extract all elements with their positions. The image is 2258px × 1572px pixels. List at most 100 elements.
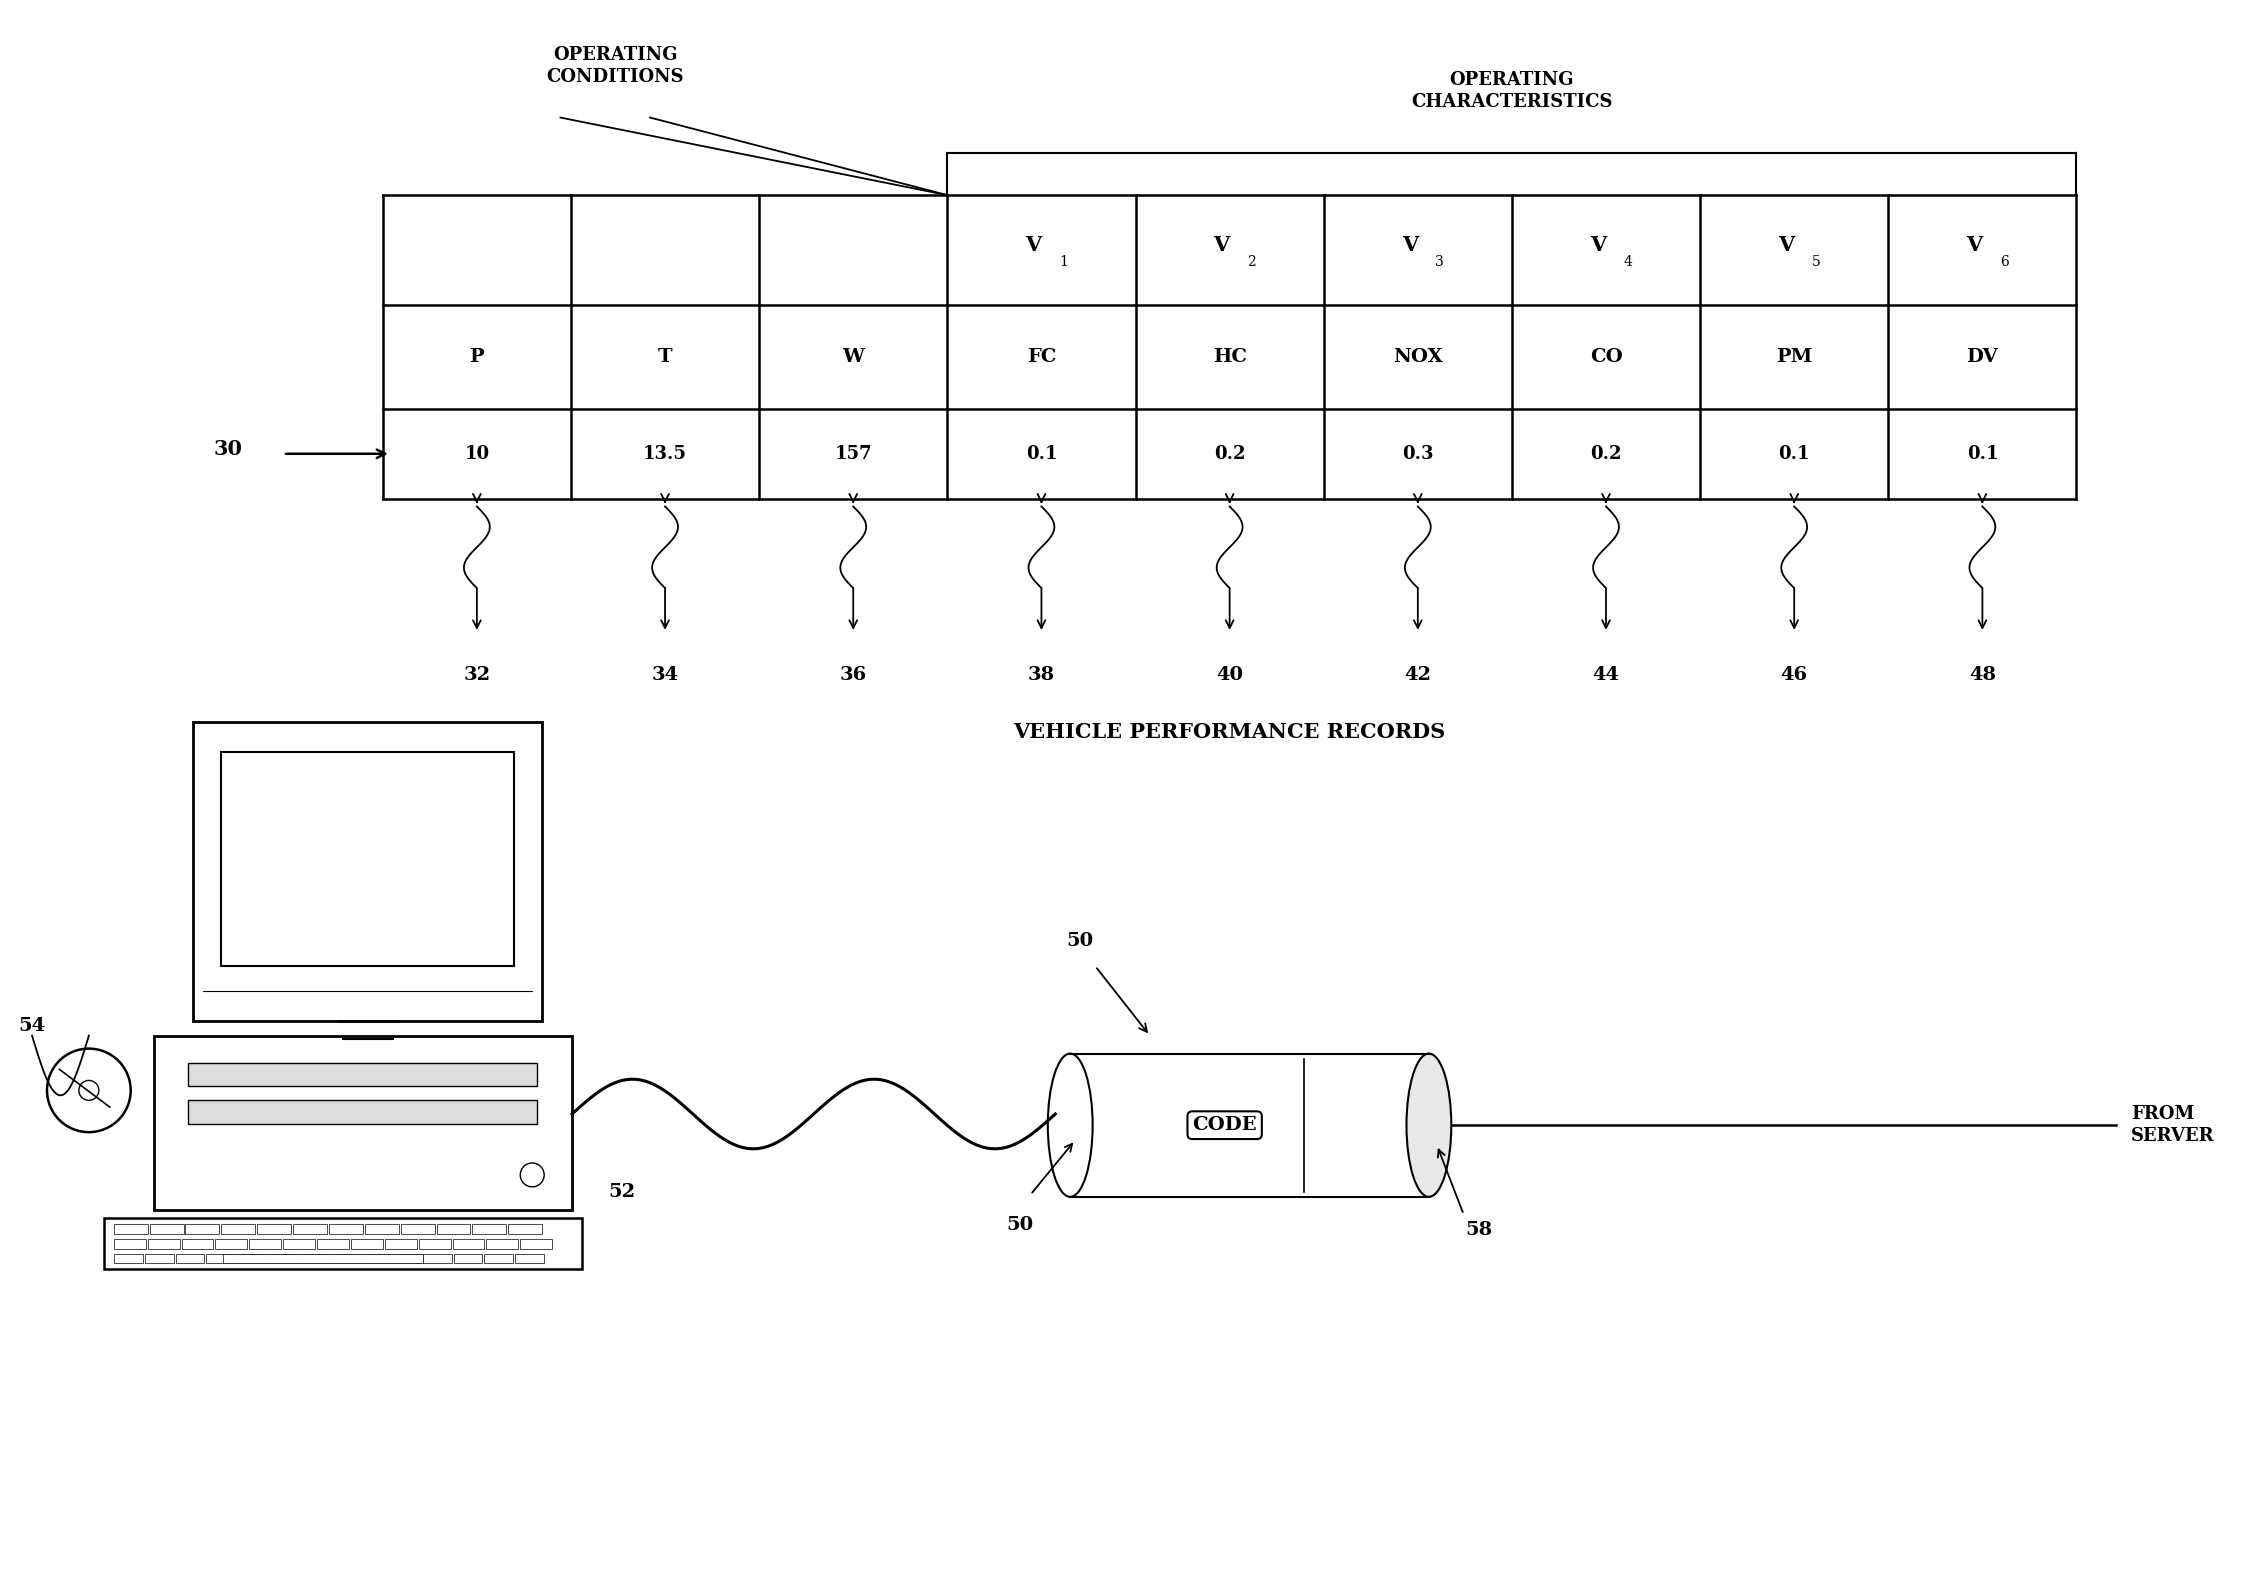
Text: 42: 42 bbox=[1404, 665, 1432, 684]
Bar bbox=[418, 1239, 452, 1248]
Text: 0.1: 0.1 bbox=[1967, 445, 1998, 462]
Text: 0.1: 0.1 bbox=[1779, 445, 1811, 462]
Text: 30: 30 bbox=[215, 439, 244, 459]
Bar bbox=[224, 1253, 422, 1264]
Bar bbox=[508, 1223, 542, 1234]
Bar bbox=[391, 1253, 420, 1264]
Bar bbox=[361, 1253, 391, 1264]
Bar bbox=[515, 1253, 544, 1264]
Text: 2: 2 bbox=[1246, 255, 1255, 269]
Text: 48: 48 bbox=[1969, 665, 1996, 684]
Text: DV: DV bbox=[1967, 347, 1998, 366]
Bar bbox=[269, 1253, 298, 1264]
Bar bbox=[400, 1223, 434, 1234]
Bar bbox=[436, 1223, 470, 1234]
Text: HC: HC bbox=[1213, 347, 1246, 366]
Bar bbox=[454, 1253, 483, 1264]
Text: PM: PM bbox=[1777, 347, 1813, 366]
Text: 0.2: 0.2 bbox=[1590, 445, 1621, 462]
Bar bbox=[350, 1239, 384, 1248]
Text: 3: 3 bbox=[1436, 255, 1445, 269]
Bar bbox=[384, 1239, 418, 1248]
Text: 13.5: 13.5 bbox=[644, 445, 686, 462]
Bar bbox=[185, 1223, 219, 1234]
Bar bbox=[330, 1223, 364, 1234]
Bar bbox=[187, 1063, 537, 1086]
Bar bbox=[1070, 1053, 1429, 1196]
Text: V: V bbox=[1213, 234, 1231, 255]
Bar bbox=[187, 1100, 537, 1124]
Bar bbox=[221, 1223, 255, 1234]
Text: 58: 58 bbox=[1465, 1220, 1493, 1239]
Text: 40: 40 bbox=[1217, 665, 1244, 684]
Text: 32: 32 bbox=[463, 665, 490, 684]
Circle shape bbox=[47, 1049, 131, 1132]
Bar bbox=[104, 1218, 583, 1270]
Text: FROM
SERVER: FROM SERVER bbox=[2132, 1105, 2215, 1146]
Bar bbox=[113, 1223, 147, 1234]
Bar bbox=[181, 1239, 215, 1248]
Bar bbox=[149, 1223, 183, 1234]
Text: FC: FC bbox=[1027, 347, 1057, 366]
Text: 46: 46 bbox=[1782, 665, 1809, 684]
Text: 10: 10 bbox=[465, 445, 490, 462]
Bar bbox=[205, 1253, 235, 1264]
Text: V: V bbox=[1967, 234, 1983, 255]
Text: V: V bbox=[1590, 234, 1605, 255]
Bar bbox=[221, 751, 515, 967]
Text: 0.3: 0.3 bbox=[1402, 445, 1434, 462]
Bar bbox=[316, 1239, 350, 1248]
Ellipse shape bbox=[1407, 1053, 1452, 1196]
Bar bbox=[282, 1239, 316, 1248]
Bar bbox=[237, 1253, 266, 1264]
Text: OPERATING
CHARACTERISTICS: OPERATING CHARACTERISTICS bbox=[1411, 71, 1612, 110]
Text: P: P bbox=[470, 347, 483, 366]
Bar bbox=[422, 1253, 452, 1264]
Text: CO: CO bbox=[1590, 347, 1624, 366]
Bar bbox=[113, 1239, 147, 1248]
Text: 0.2: 0.2 bbox=[1215, 445, 1246, 462]
Ellipse shape bbox=[1048, 1053, 1093, 1196]
Text: 52: 52 bbox=[607, 1182, 634, 1201]
Bar bbox=[472, 1223, 506, 1234]
Text: V: V bbox=[1402, 234, 1418, 255]
Text: VEHICLE PERFORMANCE RECORDS: VEHICLE PERFORMANCE RECORDS bbox=[1014, 723, 1445, 742]
Bar bbox=[519, 1239, 553, 1248]
Text: 0.1: 0.1 bbox=[1025, 445, 1057, 462]
Text: 50: 50 bbox=[1066, 932, 1093, 949]
Text: V: V bbox=[1025, 234, 1041, 255]
Bar bbox=[248, 1239, 282, 1248]
Bar bbox=[176, 1253, 205, 1264]
Text: 34: 34 bbox=[653, 665, 680, 684]
FancyBboxPatch shape bbox=[194, 723, 542, 1020]
Bar bbox=[147, 1239, 181, 1248]
Text: 5: 5 bbox=[1811, 255, 1820, 269]
Text: 38: 38 bbox=[1027, 665, 1054, 684]
Text: 50: 50 bbox=[1007, 1215, 1034, 1234]
Text: 6: 6 bbox=[2001, 255, 2010, 269]
Bar bbox=[452, 1239, 485, 1248]
Bar bbox=[154, 1036, 571, 1210]
Text: NOX: NOX bbox=[1393, 347, 1443, 366]
Circle shape bbox=[79, 1080, 99, 1100]
Text: OPERATING
CONDITIONS: OPERATING CONDITIONS bbox=[546, 46, 684, 86]
Bar bbox=[145, 1253, 174, 1264]
Bar bbox=[485, 1239, 519, 1248]
Text: W: W bbox=[842, 347, 865, 366]
Bar bbox=[257, 1223, 291, 1234]
Bar bbox=[366, 1223, 400, 1234]
Bar bbox=[298, 1253, 327, 1264]
Text: 157: 157 bbox=[835, 445, 872, 462]
Text: V: V bbox=[1777, 234, 1795, 255]
Circle shape bbox=[519, 1163, 544, 1187]
Text: T: T bbox=[657, 347, 673, 366]
Text: CODE: CODE bbox=[1192, 1116, 1258, 1133]
Bar bbox=[113, 1253, 142, 1264]
Bar bbox=[294, 1223, 327, 1234]
Text: 54: 54 bbox=[18, 1017, 45, 1034]
Text: 4: 4 bbox=[1624, 255, 1633, 269]
Text: 1: 1 bbox=[1059, 255, 1068, 269]
Bar bbox=[215, 1239, 248, 1248]
Bar bbox=[330, 1253, 359, 1264]
Text: 36: 36 bbox=[840, 665, 867, 684]
